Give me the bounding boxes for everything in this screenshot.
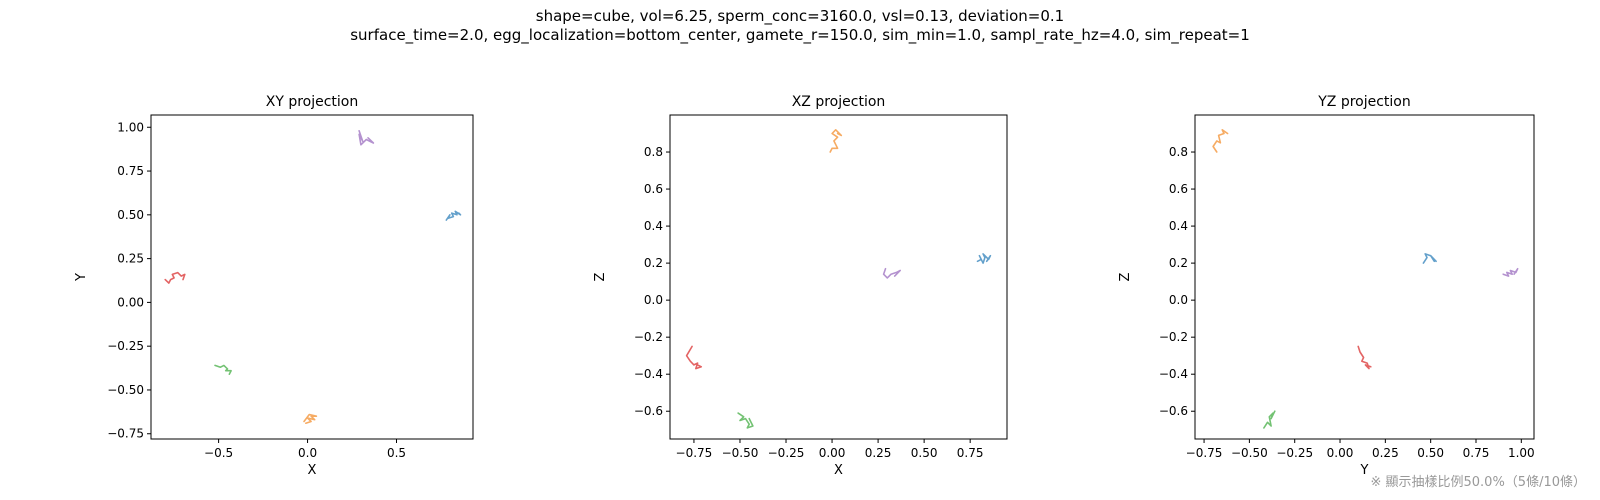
- xy-projection-panel: −0.5 0.0 0.5 −0.75 −0.50 −0.25 0.00 0.25 0.50 0.7…: [74, 94, 474, 478]
- axes-frame: [150, 114, 474, 440]
- panel-title: XY projection: [266, 94, 359, 110]
- x-tick-label: 0.5: [387, 446, 406, 460]
- y-tick-label: 0.8: [1169, 145, 1188, 159]
- panel-title: YZ projection: [1317, 94, 1411, 110]
- y-tick-label: 0.00: [117, 295, 144, 309]
- xz-projection-panel: −0.75 −0.50 −0.25 0.00 0.25 0.50 0.75 −0.6 −0.4 −…: [593, 94, 1008, 478]
- y-axis-label: Z: [1118, 272, 1133, 281]
- trajectory-green: [214, 364, 232, 376]
- axes-frame: [669, 114, 1008, 440]
- x-axis-label: Y: [1360, 463, 1369, 478]
- y-tick-label: −0.6: [634, 404, 663, 418]
- panel-title: XZ projection: [792, 94, 886, 110]
- trajectory-orange: [829, 129, 843, 153]
- x-tick-label: 0.50: [911, 446, 938, 460]
- x-axis-label: X: [308, 463, 317, 478]
- y-tick-label: −0.6: [1159, 404, 1188, 418]
- y-tick-label: 0.75: [117, 164, 144, 178]
- x-tick-label: −0.50: [722, 446, 759, 460]
- x-tick-label: 0.50: [1417, 446, 1444, 460]
- trajectory-green: [737, 412, 754, 429]
- y-tick-label: −0.50: [107, 383, 144, 397]
- trajectory-red: [164, 271, 186, 284]
- y-axis-label: Y: [74, 273, 89, 282]
- x-tick-label: −0.5: [204, 446, 233, 460]
- trajectory-green: [1263, 410, 1276, 429]
- trajectory-blue: [445, 210, 462, 221]
- y-tick-label: 1.00: [117, 120, 144, 134]
- y-tick-label: 0.6: [1169, 182, 1188, 196]
- x-axis-label: X: [834, 463, 843, 478]
- x-tick-label: −0.75: [676, 446, 713, 460]
- figure-title-line-1: shape=cube, vol=6.25, sperm_conc=3160.0,…: [535, 7, 1065, 25]
- axes-frame: [1194, 114, 1535, 440]
- x-tick-label: 0.75: [957, 446, 984, 460]
- x-tick-label: −0.25: [768, 446, 805, 460]
- x-tick-label: −0.75: [1186, 446, 1223, 460]
- x-tick-label: 0.75: [1463, 446, 1490, 460]
- y-tick-label: 0.0: [644, 293, 663, 307]
- y-tick-label: 0.25: [117, 252, 144, 266]
- trajectory-orange: [1212, 129, 1229, 153]
- y-tick-label: −0.4: [1159, 367, 1188, 381]
- y-axis-label: Z: [593, 272, 608, 281]
- trajectory-red: [685, 345, 703, 370]
- trajectory-blue: [976, 253, 992, 264]
- yz-projection-panel: −0.75 −0.50 −0.25 0.00 0.25 0.50 0.75 1.00 −0.6 −…: [1118, 94, 1535, 478]
- trajectory-purple: [358, 130, 375, 146]
- trajectory-blue: [1422, 253, 1437, 264]
- y-tick-label: 0.8: [644, 145, 663, 159]
- x-tick-label: 0.0: [298, 446, 317, 460]
- figure-title-line-2: surface_time=2.0, egg_localization=botto…: [350, 26, 1250, 44]
- y-tick-label: 0.2: [644, 256, 663, 270]
- y-tick-label: 0.2: [1169, 256, 1188, 270]
- x-tick-label: 0.00: [1327, 446, 1354, 460]
- x-tick-label: −0.25: [1276, 446, 1313, 460]
- y-tick-label: −0.2: [1159, 330, 1188, 344]
- y-tick-label: 0.6: [644, 182, 663, 196]
- y-tick-label: 0.4: [644, 219, 663, 233]
- y-tick-label: −0.75: [107, 427, 144, 441]
- y-tick-label: 0.0: [1169, 293, 1188, 307]
- x-tick-label: 0.25: [1372, 446, 1399, 460]
- x-tick-label: −0.50: [1231, 446, 1268, 460]
- y-tick-label: −0.25: [107, 339, 144, 353]
- trajectory-orange: [303, 413, 318, 425]
- x-tick-label: 0.00: [819, 446, 846, 460]
- trajectory-purple: [1502, 267, 1519, 277]
- x-tick-label: 1.00: [1508, 446, 1535, 460]
- trajectory-red: [1357, 345, 1372, 370]
- y-tick-label: −0.4: [634, 367, 663, 381]
- trajectory-purple: [882, 267, 902, 279]
- y-tick-label: −0.2: [634, 330, 663, 344]
- y-tick-label: 0.4: [1169, 219, 1188, 233]
- sampling-note: ※ 顯示抽樣比例50.0%（5條/10條）: [1370, 475, 1586, 490]
- y-tick-label: 0.50: [117, 208, 144, 222]
- x-tick-label: 0.25: [865, 446, 892, 460]
